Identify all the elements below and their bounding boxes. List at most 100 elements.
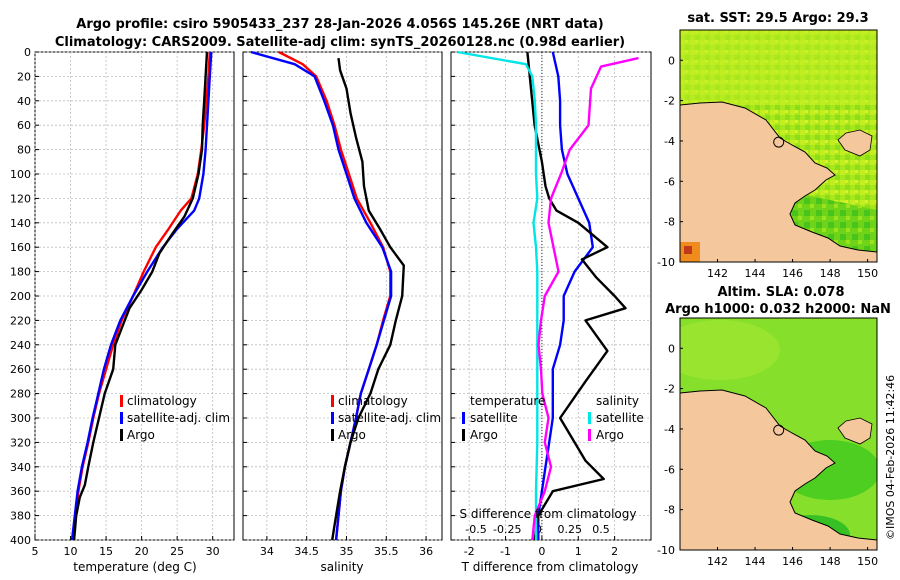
map-y-tick-label: -8: [664, 216, 675, 229]
salinity-ticks: 34 34.5 35 35.5 36: [243, 51, 433, 558]
x-tick-label: 36: [419, 545, 433, 558]
difference-ticks: -2 -1 0 1 2-0.5 -0.25 0 0.25 0.5: [451, 51, 618, 558]
y-tick-label: 280: [10, 388, 31, 401]
series-line-argo: [331, 57, 405, 541]
y-tick-label: 40: [17, 95, 31, 108]
y-tick-label: 340: [10, 461, 31, 474]
x-tick-label: 15: [99, 545, 113, 558]
sla-map-subtitle: Argo h1000: 0.032 h2000: NaN: [665, 302, 891, 317]
map-y-tick-label: -2: [664, 383, 675, 396]
legend-swatch-argo: [120, 429, 123, 441]
sst-argo-position-marker: [773, 136, 785, 148]
difference-panel: -2 -1 0 1 2-0.5 -0.25 0 0.25 0.5 T difference fr…: [450, 50, 652, 574]
x-tick-label: 5: [32, 545, 39, 558]
y-tick-label: 360: [10, 485, 31, 498]
y-tick-label: 180: [10, 266, 31, 279]
legend-swatch-t-satellite: [462, 412, 465, 424]
sla-argo-position-marker: [773, 424, 785, 436]
map-y-tick-label: -6: [664, 175, 675, 188]
map-y-tick-label: -10: [657, 256, 675, 269]
sst-warm-band: [680, 30, 877, 105]
series-line-t-argo: [526, 51, 627, 541]
x-tick-label: 35.5: [374, 545, 399, 558]
salinity-grid: [243, 51, 442, 541]
difference-x2label: S difference from climatology: [460, 507, 637, 521]
legend-swatch-s-argo: [588, 429, 591, 441]
map-x-tick-label: 148: [820, 555, 841, 568]
map-x-tick-label: 142: [707, 555, 728, 568]
x-tick-label: -2: [464, 545, 475, 558]
y-tick-label: 160: [10, 241, 31, 254]
sla-map-ticks: 142 144 146 148 150 0 -2 -4 -6 -8 -10: [657, 342, 878, 568]
map-x-tick-label: 146: [782, 267, 803, 280]
x2-tick-label: 0.5: [592, 523, 610, 536]
sst-map-frame: [679, 29, 878, 263]
map-y-tick-label: -4: [664, 423, 675, 436]
x-tick-label: 35: [339, 545, 353, 558]
salinity-legend: climatology satellite-adj. clim Argo: [331, 394, 441, 442]
legend-label-argo: Argo: [338, 428, 366, 442]
legend-label-satellite: satellite-adj. clim: [338, 411, 441, 425]
map-y-tick-label: 0: [668, 342, 675, 355]
temperature-legend: climatology satellite-adj. clim Argo: [120, 394, 230, 442]
legend-swatch-climatology: [331, 395, 334, 407]
difference-legend-salinity: salinity satellite Argo: [588, 394, 644, 442]
legend-label-t-argo: Argo: [470, 428, 498, 442]
title-line-1: Argo profile: csiro 5905433_237 28-Jan-2…: [76, 17, 603, 32]
map-x-tick-label: 142: [707, 267, 728, 280]
y-tick-label: 0: [24, 46, 31, 59]
x-tick-label: -1: [500, 545, 511, 558]
x-tick-label: 0: [538, 545, 545, 558]
sst-map-ticks: 142 144 146 148 150 0 -2 -4 -6 -8 -10: [657, 54, 878, 280]
x-tick-label: 30: [206, 545, 220, 558]
x2-tick-label: -0.25: [493, 523, 521, 536]
salinity-panel: 34 34.5 35 35.5 36 salinity climatology sate…: [242, 50, 443, 574]
sla-map-frame: [679, 317, 878, 551]
sst-map: sat. SST: 29.5 Argo: 29.3 142 144 146 148 15…: [657, 11, 878, 280]
salinity-lines: [250, 50, 405, 541]
legend-label-t-satellite: satellite: [470, 411, 518, 425]
sst-map-field: [680, 30, 877, 262]
x-tick-label: 1: [575, 545, 582, 558]
map-y-tick-label: 0: [668, 54, 675, 67]
title-line-2: Climatology: CARS2009. Satellite-adj cli…: [55, 35, 625, 50]
x-tick-label: 34.5: [294, 545, 319, 558]
x-tick-label: 25: [170, 545, 184, 558]
series-line-argo: [72, 51, 209, 541]
temperature-panel: 0 20 40 60 80 100 120 140 160 180 200 220 240 260 280 3…: [10, 46, 235, 574]
legend-label-climatology: climatology: [338, 394, 408, 408]
map-x-tick-label: 150: [857, 267, 878, 280]
y-tick-label: 80: [17, 144, 31, 157]
legend-label-s-satellite: satellite: [596, 411, 644, 425]
series-line-t-satellite: [537, 51, 594, 540]
temperature-xlabel: temperature (deg C): [73, 560, 196, 574]
legend-label-climatology: climatology: [127, 394, 197, 408]
sla-map-field: [680, 318, 877, 550]
y-tick-label: 260: [10, 363, 31, 376]
y-tick-label: 240: [10, 339, 31, 352]
y-tick-label: 60: [17, 119, 31, 132]
y-tick-label: 300: [10, 412, 31, 425]
x-tick-label: 20: [135, 545, 149, 558]
series-line-s-argo: [531, 56, 639, 541]
sla-island-new-britain: [837, 417, 873, 445]
map-x-tick-label: 150: [857, 555, 878, 568]
sst-island-new-britain: [837, 129, 873, 157]
map-y-tick-label: -4: [664, 135, 675, 148]
x2-tick-label: -0.5: [465, 523, 486, 536]
map-x-tick-label: 146: [782, 555, 803, 568]
legend-label-satellite: satellite-adj. clim: [127, 411, 230, 425]
series-line-s-satellite: [457, 50, 539, 540]
y-tick-label: 20: [17, 70, 31, 83]
legend-swatch-argo: [331, 429, 334, 441]
sla-map: Altim. SLA: 0.078 Argo h1000: 0.032 h200…: [657, 285, 891, 568]
y-tick-label: 320: [10, 436, 31, 449]
x2-tick-label: 0.25: [558, 523, 583, 536]
y-tick-label: 140: [10, 217, 31, 230]
y-tick-label: 100: [10, 168, 31, 181]
x-tick-label: 2: [611, 545, 618, 558]
sst-map-title: sat. SST: 29.5 Argo: 29.3: [687, 11, 868, 26]
x-tick-label: 10: [64, 545, 78, 558]
x-tick-label: 34: [260, 545, 274, 558]
temperature-grid: [34, 51, 234, 541]
